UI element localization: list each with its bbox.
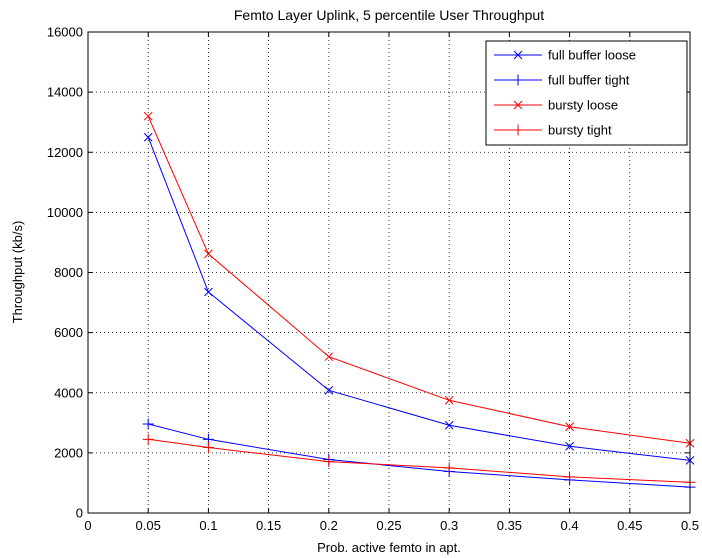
data-point <box>324 385 334 395</box>
legend-marker <box>513 50 523 60</box>
x-tick-label: 0.25 <box>376 518 401 533</box>
x-tick-label: 0.1 <box>199 518 217 533</box>
chart-title: Femto Layer Uplink, 5 percentile User Th… <box>234 7 544 23</box>
x-tick-label: 0.5 <box>681 518 699 533</box>
legend-label: full buffer loose <box>548 48 636 63</box>
y-tick-label: 8000 <box>54 265 83 280</box>
y-tick-label: 2000 <box>54 445 83 460</box>
data-point-stroke <box>444 420 454 430</box>
x-axis-label: Prob. active femto in apt. <box>317 540 461 555</box>
data-point <box>204 287 213 297</box>
x-tick-label: 0.15 <box>256 518 281 533</box>
x-tick-label: 0.45 <box>617 518 642 533</box>
data-point <box>444 395 454 405</box>
x-tick-label: 0.4 <box>561 518 579 533</box>
y-tick-label: 14000 <box>47 85 83 100</box>
x-tick-label: 0.2 <box>320 518 338 533</box>
legend-marker <box>512 124 524 136</box>
data-point <box>143 132 153 142</box>
y-tick-label: 10000 <box>47 205 83 220</box>
series-line <box>147 115 691 444</box>
data-point-stroke <box>324 352 334 362</box>
legend-label: full buffer tight <box>548 73 630 88</box>
data-point-stroke <box>204 249 213 259</box>
data-point-stroke <box>444 395 454 405</box>
data-point <box>142 433 154 445</box>
legend-marker <box>512 74 524 86</box>
series-line <box>148 423 691 488</box>
legend-marker <box>513 100 523 110</box>
legend-marker-stroke <box>513 50 523 60</box>
data-point <box>324 352 334 362</box>
data-point <box>443 462 455 474</box>
x-tick-label: 0 <box>84 518 91 533</box>
legend-marker-stroke <box>513 100 523 110</box>
y-tick-label: 4000 <box>54 385 83 400</box>
data-point <box>565 441 574 451</box>
data-point-stroke <box>324 385 334 395</box>
legend-label: bursty loose <box>548 98 618 113</box>
series-line <box>148 438 691 483</box>
series-line <box>147 137 691 461</box>
x-tick-label: 0.35 <box>497 518 522 533</box>
data-point-stroke <box>143 111 153 121</box>
data-point <box>142 418 154 430</box>
data-point <box>143 111 153 121</box>
data-point <box>202 441 214 453</box>
y-axis-label: Throughput (kb/s) <box>10 221 25 324</box>
axis-ticks: 0 0.05 0.1 0.15 0.2 0.25 0.3 0.35 0.4 0.45 0.5 0 200… <box>47 25 699 534</box>
data-point <box>204 249 213 259</box>
legend-box <box>485 40 688 146</box>
data-point <box>564 471 576 483</box>
y-tick-label: 6000 <box>54 325 83 340</box>
y-tick-label: 0 <box>76 506 83 521</box>
data-point-stroke <box>204 287 213 297</box>
y-tick-label: 12000 <box>47 145 83 160</box>
data-point <box>444 420 454 430</box>
data-point-stroke <box>565 422 574 432</box>
data-point-stroke <box>143 132 153 142</box>
y-tick-label: 16000 <box>47 25 83 40</box>
data-point-stroke <box>565 441 574 451</box>
x-tick-label: 0.3 <box>440 518 458 533</box>
x-tick-label: 0.05 <box>136 518 161 533</box>
legend-label: bursty tight <box>548 123 612 138</box>
data-point <box>323 456 335 468</box>
data-point <box>565 422 574 432</box>
legend: full buffer loose full buffer tight bursty… <box>485 40 688 146</box>
series-layer <box>142 111 696 493</box>
